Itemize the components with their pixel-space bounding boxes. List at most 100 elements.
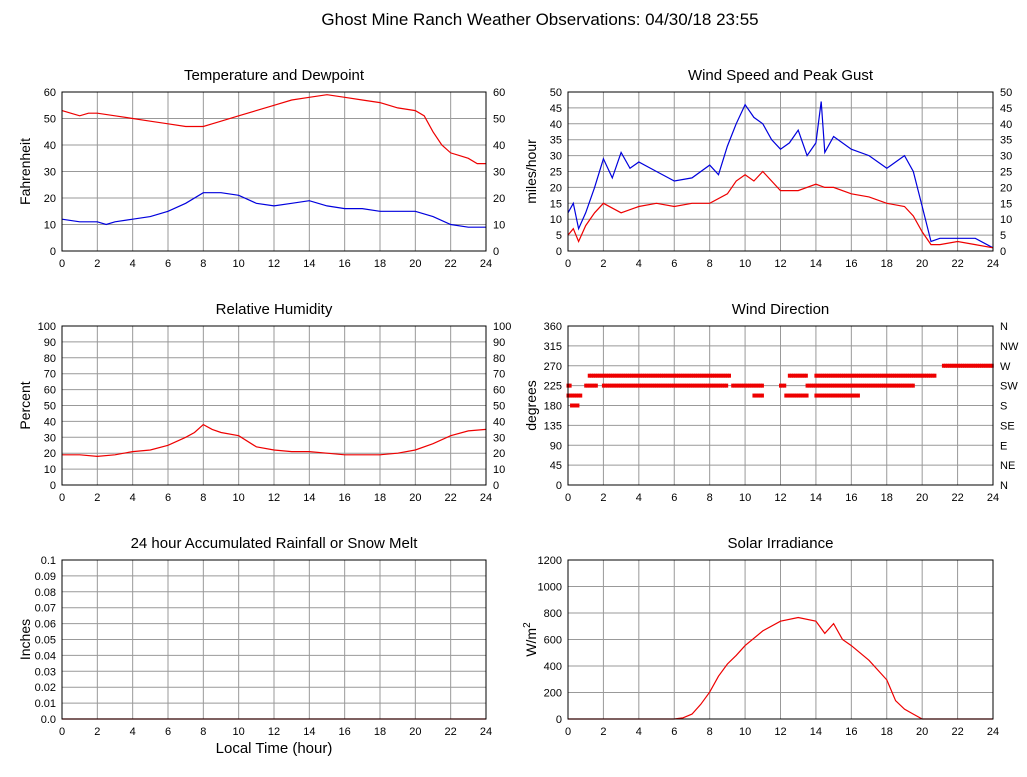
direction-point xyxy=(816,373,820,378)
direction-point xyxy=(842,393,846,398)
direction-point xyxy=(912,373,916,378)
direction-point xyxy=(667,383,671,388)
y-tick-label: 10 xyxy=(550,214,562,226)
direction-point xyxy=(664,373,668,378)
x-tick-label: 6 xyxy=(671,258,677,270)
direction-point xyxy=(610,383,614,388)
right-y-tick-label: S xyxy=(1000,401,1007,413)
direction-point xyxy=(629,383,633,388)
direction-point xyxy=(837,393,841,398)
direction-point xyxy=(856,393,860,398)
y-tick-label: 0.05 xyxy=(35,635,56,647)
direction-point xyxy=(986,363,990,368)
direction-point xyxy=(752,393,756,398)
x-tick-label: 14 xyxy=(303,258,315,270)
right-y-tick-label: 10 xyxy=(493,464,505,476)
direction-point xyxy=(842,373,846,378)
direction-point xyxy=(683,373,687,378)
direction-point xyxy=(650,383,654,388)
x-tick-label: 10 xyxy=(233,258,245,270)
right-y-tick-label: 40 xyxy=(493,140,505,152)
y-tick-label: 40 xyxy=(44,416,56,428)
x-tick-label: 16 xyxy=(845,258,857,270)
direction-point xyxy=(662,373,666,378)
direction-point xyxy=(672,373,676,378)
direction-point xyxy=(786,393,790,398)
direction-point xyxy=(910,373,914,378)
x-tick-label: 6 xyxy=(165,258,171,270)
direction-point xyxy=(954,363,958,368)
direction-point xyxy=(634,373,638,378)
direction-point xyxy=(616,383,620,388)
x-tick-label: 20 xyxy=(916,726,928,738)
right-y-tick-label: 20 xyxy=(493,193,505,205)
direction-point xyxy=(860,383,864,388)
right-y-tick-label: 20 xyxy=(493,448,505,460)
direction-point xyxy=(592,373,595,378)
right-y-tick-label: 35 xyxy=(1000,135,1012,147)
direction-point xyxy=(833,393,837,398)
direction-point xyxy=(876,373,880,378)
direction-point xyxy=(612,383,616,388)
direction-point xyxy=(980,363,984,368)
chart-wind: 0 2 4 6 8 10 12 14 16 18 20 22 240510152025303540455… xyxy=(523,67,1012,270)
direction-point xyxy=(850,373,854,378)
direction-point xyxy=(657,383,661,388)
direction-point xyxy=(899,373,903,378)
direction-point xyxy=(903,383,907,388)
y-tick-label: 0.03 xyxy=(35,666,56,678)
direction-point xyxy=(594,383,598,388)
direction-point xyxy=(760,393,764,398)
x-tick-label: 4 xyxy=(636,726,642,738)
y-tick-label: 180 xyxy=(544,401,562,413)
y-tick-label: 40 xyxy=(44,140,56,152)
direction-point xyxy=(844,393,848,398)
series-line-1 xyxy=(61,192,486,228)
direction-point xyxy=(831,383,835,388)
direction-point xyxy=(687,373,691,378)
y-tick-label: 15 xyxy=(550,198,562,210)
direction-point xyxy=(839,383,843,388)
direction-point xyxy=(700,373,704,378)
x-tick-label: 24 xyxy=(987,492,999,504)
direction-point xyxy=(647,373,651,378)
direction-point xyxy=(822,373,826,378)
direction-point xyxy=(800,373,804,378)
direction-point xyxy=(852,373,856,378)
direction-point xyxy=(850,393,854,398)
direction-point xyxy=(677,373,680,378)
direction-point xyxy=(877,383,881,388)
direction-point xyxy=(990,363,994,368)
y-tick-label: 20 xyxy=(44,448,56,460)
direction-point xyxy=(884,383,888,388)
direction-point xyxy=(854,373,858,378)
direction-point xyxy=(668,373,672,378)
direction-point xyxy=(672,383,676,388)
direction-point xyxy=(826,383,830,388)
direction-point xyxy=(929,373,933,378)
direction-point xyxy=(586,383,590,388)
y-tick-label: 60 xyxy=(44,385,56,397)
x-tick-label: 4 xyxy=(130,258,136,270)
direction-point xyxy=(746,383,750,388)
x-tick-label: 14 xyxy=(810,492,822,504)
x-tick-label: 6 xyxy=(671,726,677,738)
x-tick-label: 0 xyxy=(59,258,65,270)
direction-point xyxy=(592,383,596,388)
direction-point xyxy=(973,363,977,368)
direction-point xyxy=(899,383,903,388)
series-line-0 xyxy=(62,423,487,458)
direction-point xyxy=(941,363,945,368)
direction-point xyxy=(698,373,702,378)
y-tick-label: 225 xyxy=(544,381,562,393)
direction-point xyxy=(613,373,617,378)
direction-point xyxy=(676,383,680,388)
direction-point xyxy=(907,373,911,378)
direction-point xyxy=(697,383,701,388)
direction-point xyxy=(852,393,856,398)
chart-temp: 0 2 4 6 8 10 12 14 16 18 20 22 240102030405060010203… xyxy=(17,67,505,270)
direction-point xyxy=(579,393,583,398)
right-y-tick-label: 30 xyxy=(1000,151,1012,163)
y-tick-label: 0 xyxy=(50,246,56,258)
direction-point xyxy=(922,373,926,378)
